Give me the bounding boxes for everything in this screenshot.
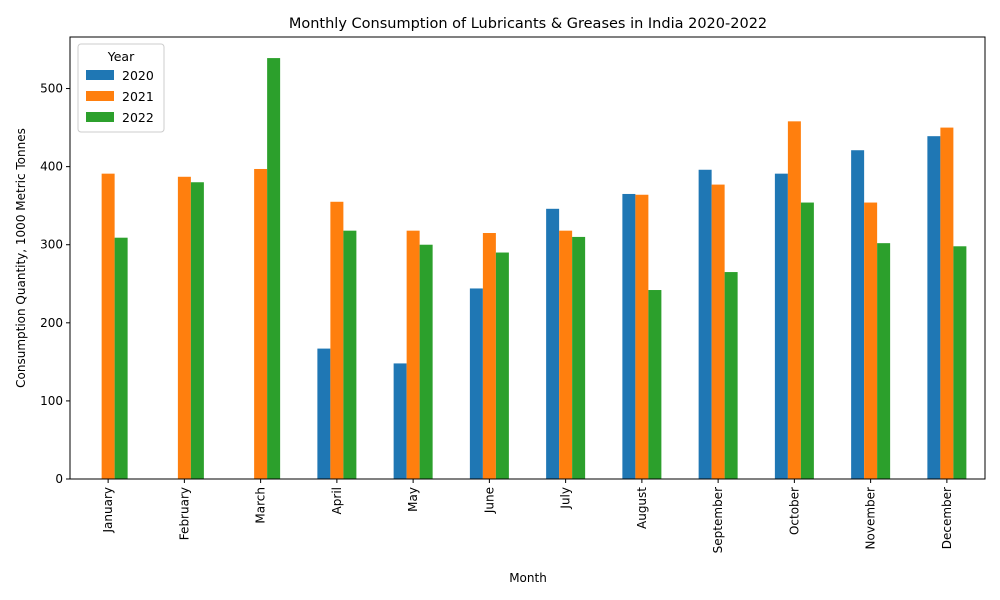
y-axis: 0 100 200 300 400 500 (40, 82, 70, 486)
bar-2022-february (190, 182, 204, 479)
bar-2022-july (572, 236, 586, 479)
bar-2022-december (953, 246, 967, 479)
legend-swatch-2022 (86, 112, 114, 122)
bar-2022-april (343, 230, 357, 479)
bar-2021-october (787, 121, 801, 479)
chart-title: Monthly Consumption of Lubricants & Grea… (289, 16, 767, 32)
bar-2020-april (317, 348, 331, 479)
bar-2021-december (940, 127, 954, 479)
x-tick-label: February (177, 487, 191, 540)
y-tick-label: 500 (40, 82, 63, 96)
bar-2021-may (406, 230, 420, 479)
legend-box (77, 43, 165, 133)
bar-2022-august (648, 290, 662, 479)
x-tick-label: November (864, 487, 878, 549)
bar-2021-november (864, 202, 878, 480)
x-tick-label: December (940, 487, 954, 549)
x-tick-label: January (101, 487, 115, 534)
bar-2020-june (469, 288, 483, 479)
bar-2022-june (495, 252, 509, 479)
y-tick-label: 0 (55, 472, 63, 486)
x-tick-label: September (711, 487, 725, 553)
legend-swatch-2020 (86, 70, 114, 80)
bar-2022-january (114, 237, 128, 479)
bar-2022-october (800, 202, 814, 480)
bar-2021-september (711, 184, 725, 479)
bar-2022-september (724, 272, 738, 479)
legend-title: Year (107, 49, 135, 64)
legend-label-2021: 2021 (122, 89, 154, 104)
bar-2020-november (851, 150, 865, 480)
bar-2020-july (546, 208, 560, 480)
bar-2021-january (101, 173, 115, 479)
x-tick-label: June (482, 487, 496, 514)
bar-2021-april (330, 201, 344, 479)
x-tick-label: April (330, 487, 344, 514)
bars-layer (101, 58, 967, 480)
x-tick-label: August (635, 487, 649, 529)
bar-2021-june (482, 233, 496, 479)
bar-2020-may (393, 363, 407, 479)
x-tick-label: October (787, 487, 801, 535)
bar-2020-december (927, 136, 941, 479)
x-tick-label: July (559, 487, 573, 510)
legend-items: 2020 2021 2022 (86, 68, 154, 125)
x-tick-label: May (406, 487, 420, 512)
y-tick-label: 100 (40, 394, 63, 408)
legend-label-2020: 2020 (122, 68, 154, 83)
y-tick-label: 200 (40, 316, 63, 330)
legend: Year 2020 2021 2022 (77, 43, 165, 133)
x-axis: January February March April May June July Augu… (101, 479, 954, 553)
bar-2022-november (877, 243, 891, 479)
y-axis-title: Consumption Quantity, 1000 Metric Tonnes (14, 128, 28, 388)
bar-2022-may (419, 244, 433, 479)
bar-2021-july (559, 230, 573, 479)
x-axis-title: Month (509, 571, 547, 585)
legend-swatch-2021 (86, 91, 114, 101)
x-tick-label: March (254, 487, 268, 524)
y-tick-label: 400 (40, 160, 63, 174)
y-tick-label: 300 (40, 238, 63, 252)
bar-2021-february (177, 176, 191, 479)
bar-2021-august (635, 194, 649, 479)
plot-frame (69, 36, 986, 480)
legend-label-2022: 2022 (122, 110, 154, 125)
bar-2021-march (254, 168, 268, 480)
bar-2020-september (698, 169, 712, 479)
bar-2022-march (267, 58, 281, 479)
bar-2020-october (774, 173, 788, 479)
bar-2020-august (622, 193, 636, 479)
